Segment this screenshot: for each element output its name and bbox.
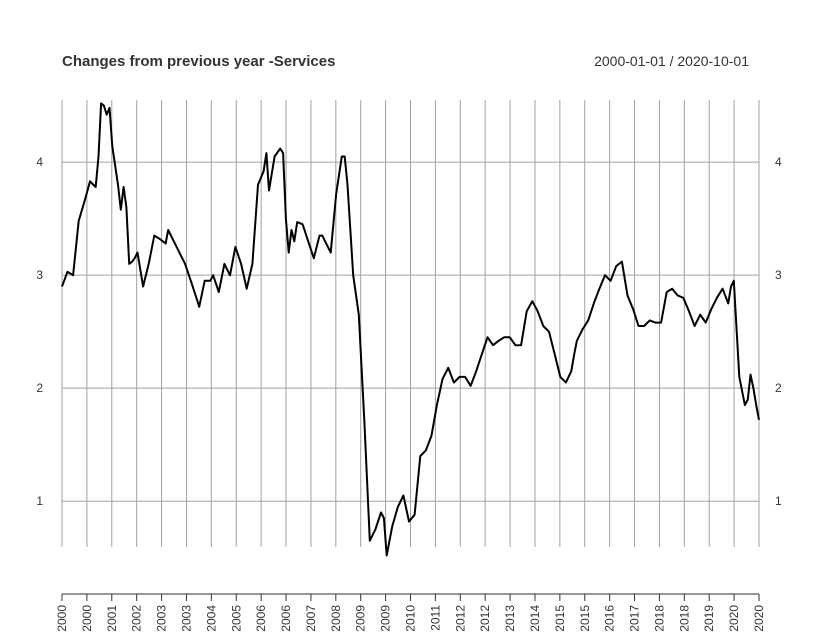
x-tick-label: 2008	[329, 605, 343, 632]
x-axis: 2000 2000 2001 2002 2003 2003 2004 2005 2006 2006…	[55, 593, 766, 632]
x-tick-label: 2007	[304, 605, 318, 632]
x-tick-label: 2005	[229, 605, 243, 632]
x-tick-label: 2009	[354, 605, 368, 632]
y-tick-label-left: 2	[36, 381, 43, 395]
x-tick-label: 2020	[752, 605, 766, 632]
x-tick-label: 2015	[553, 605, 567, 632]
x-gridlines	[61, 100, 760, 547]
series-line	[61, 102, 760, 557]
y-tick-label-left: 3	[36, 268, 43, 282]
x-tick-label: 2012	[478, 605, 492, 632]
x-tick-label: 2012	[453, 605, 467, 632]
x-tick-label: 2000	[55, 605, 69, 632]
date-range-label: 2000-01-01 / 2020-10-01	[594, 53, 749, 69]
x-tick-label: 2019	[702, 605, 716, 632]
x-tick-label: 2011	[428, 605, 442, 631]
x-tick-label: 2003	[179, 605, 193, 632]
y-tick-label-right: 3	[775, 268, 782, 282]
x-tick-label: 2001	[105, 605, 119, 632]
x-tick-label: 2000	[80, 605, 94, 632]
x-tick-label: 2015	[578, 605, 592, 632]
x-tick-label: 2003	[155, 605, 169, 632]
y-tick-label-right: 4	[775, 155, 782, 169]
x-tick-label: 2002	[130, 605, 144, 632]
y-axis-labels: 1 1 2 2 3 3 4 4	[36, 155, 782, 508]
x-tick-label: 2013	[503, 605, 517, 632]
x-tick-label: 2018	[677, 605, 691, 632]
x-tick-label: 2017	[628, 605, 642, 632]
x-tick-label: 2018	[652, 605, 666, 632]
x-tick-label: 2014	[528, 605, 542, 632]
y-tick-label-right: 1	[775, 494, 782, 508]
series-layer	[61, 102, 760, 557]
x-tick-label: 2006	[279, 605, 293, 632]
chart-title: Changes from previous year -Services	[62, 53, 335, 70]
y-tick-label-left: 1	[36, 494, 43, 508]
x-tick-label: 2009	[379, 605, 393, 632]
x-tick-label: 2016	[603, 605, 617, 632]
x-tick-label: 2020	[727, 605, 741, 632]
y-tick-label-left: 4	[36, 155, 43, 169]
x-tick-label: 2010	[404, 605, 418, 632]
x-tick-label: 2006	[254, 605, 268, 632]
y-tick-label-right: 2	[775, 381, 782, 395]
x-tick-label: 2004	[204, 605, 218, 632]
